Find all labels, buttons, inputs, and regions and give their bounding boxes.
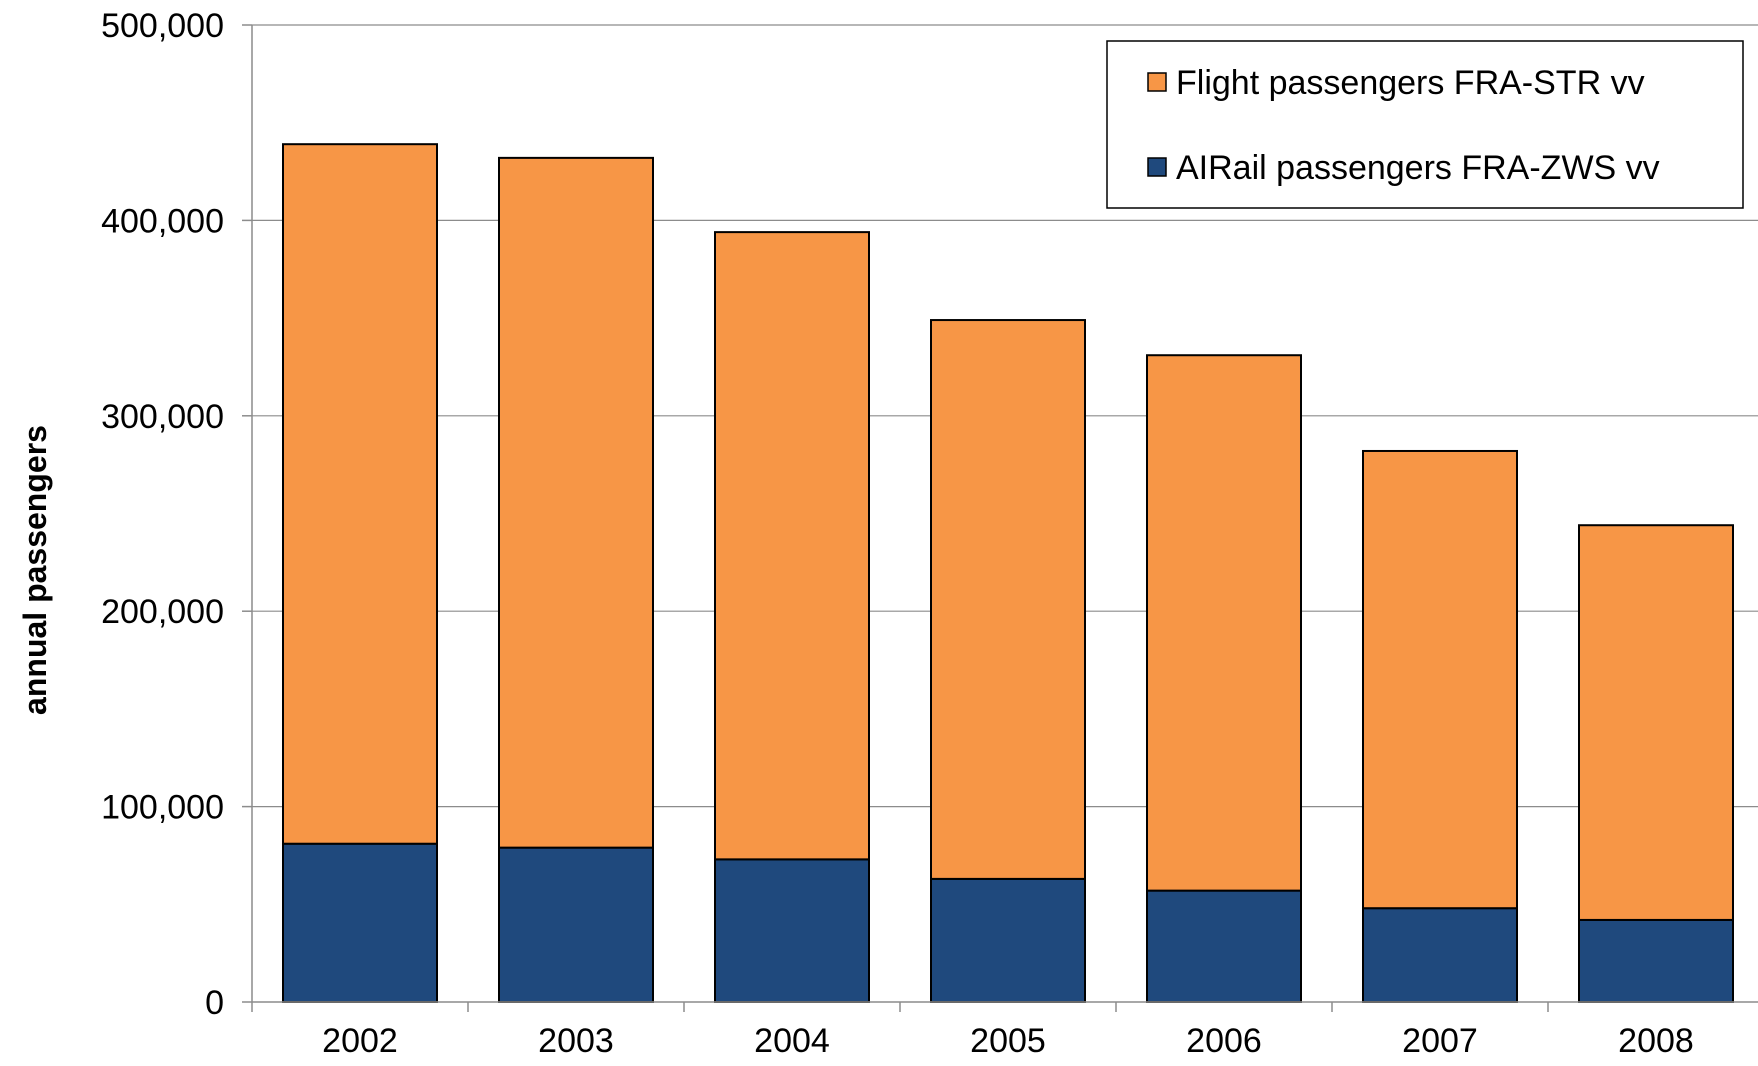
- legend-box: [1106, 40, 1744, 209]
- bar-airail-2004: [714, 858, 870, 1003]
- bar-flight-2006: [1146, 354, 1302, 892]
- y-tick-label: 100,000: [101, 789, 224, 827]
- bar-flight-2008: [1578, 524, 1734, 921]
- legend-label-airail: AIRail passengers FRA-ZWS vv: [1176, 149, 1660, 187]
- bar-airail-2007: [1362, 907, 1518, 1004]
- bar-airail-2003: [498, 846, 654, 1003]
- legend-swatch-airail: [1147, 157, 1167, 177]
- y-axis-title: annual passengers: [17, 425, 53, 715]
- legend-swatch-flight: [1147, 72, 1167, 92]
- x-tick-label: 2007: [1402, 1022, 1478, 1060]
- x-tick-label: 2002: [322, 1022, 398, 1060]
- bar-airail-2006: [1146, 889, 1302, 1004]
- axes: [242, 24, 1758, 1012]
- y-tick-label: 400,000: [101, 202, 224, 240]
- y-tick-label: 300,000: [101, 398, 224, 436]
- x-tick-label: 2004: [754, 1022, 830, 1060]
- bar-airail-2008: [1578, 918, 1734, 1004]
- bar-flight-2007: [1362, 449, 1518, 910]
- x-tick-label: 2005: [970, 1022, 1046, 1060]
- legend: Flight passengers FRA-STR vv AIRail pass…: [1106, 40, 1744, 209]
- y-tick-labels: 0 100,000 200,000 300,000 400,000 500,000: [101, 7, 224, 1022]
- bars: [282, 143, 1734, 1004]
- y-tick-label: 0: [205, 984, 224, 1022]
- bar-flight-2002: [282, 143, 438, 845]
- x-tick-labels: 2002 2003 2004 2005 2006 2007 2008: [322, 1022, 1694, 1060]
- x-tick-label: 2003: [538, 1022, 614, 1060]
- legend-label-flight: Flight passengers FRA-STR vv: [1176, 64, 1645, 102]
- x-tick-label: 2006: [1186, 1022, 1262, 1060]
- bar-flight-2003: [498, 156, 654, 849]
- bar-flight-2004: [714, 231, 870, 861]
- bar-airail-2002: [282, 842, 438, 1004]
- x-tick-label: 2008: [1618, 1022, 1694, 1060]
- bar-flight-2005: [930, 319, 1086, 880]
- y-tick-label: 500,000: [101, 7, 224, 45]
- y-tick-label: 200,000: [101, 593, 224, 631]
- bar-airail-2005: [930, 877, 1086, 1004]
